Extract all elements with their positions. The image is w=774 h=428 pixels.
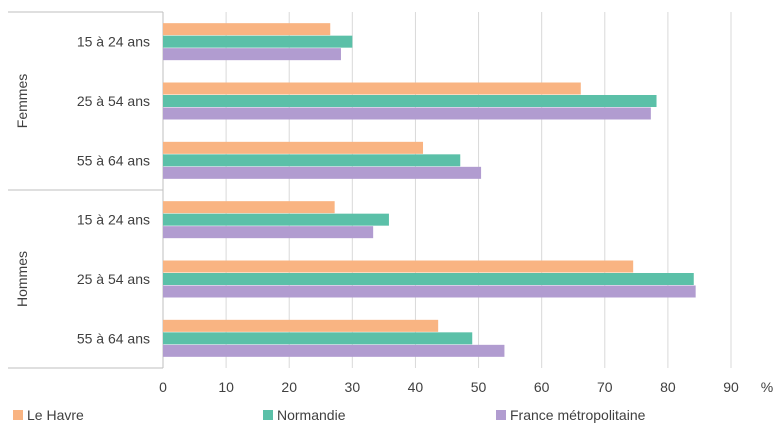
group-label-hommes: Hommes [14, 251, 30, 307]
legend-label: Le Havre [27, 407, 84, 423]
category-labels: 15 à 24 ans 25 à 54 ans 55 à 64 ans 15 à 24… [77, 34, 150, 347]
legend-item: France métropolitaine [496, 407, 645, 423]
bar-france-metropolitaine [163, 166, 482, 179]
bar-france-metropolitaine [163, 344, 505, 357]
bar-le-havre [163, 319, 439, 332]
bar-normandie [163, 213, 389, 226]
bars [163, 23, 696, 357]
category-label: 25 à 54 ans [77, 93, 150, 109]
x-tick-label: 90 [723, 379, 739, 395]
category-label: 15 à 24 ans [77, 212, 150, 228]
x-tick-label: 0 [159, 379, 167, 395]
category-label: 25 à 54 ans [77, 271, 150, 287]
category-label: 55 à 64 ans [77, 330, 150, 346]
bar-france-metropolitaine [163, 107, 651, 120]
x-tick-label: 40 [408, 379, 424, 395]
legend-item: Le Havre [13, 407, 84, 423]
bar-france-metropolitaine [163, 226, 374, 239]
bar-normandie [163, 332, 473, 345]
bar-normandie [163, 273, 694, 285]
legend-swatch [13, 410, 23, 420]
x-tick-label: 80 [660, 379, 676, 395]
x-tick-label: 20 [281, 379, 297, 395]
x-tick-label: 30 [345, 379, 361, 395]
legend-label: France métropolitaine [510, 407, 646, 423]
category-label: 55 à 64 ans [77, 152, 150, 168]
category-axis-frame [8, 11, 164, 369]
x-tick-labels: 0 10 20 30 40 50 60 70 80 90 [159, 379, 739, 395]
legend-swatch [263, 410, 273, 420]
bar-le-havre [163, 201, 335, 214]
x-tick-label: 50 [471, 379, 487, 395]
x-tick-label: 10 [218, 379, 234, 395]
bar-le-havre [163, 23, 331, 36]
legend-swatch [496, 410, 506, 420]
x-tick-label: 60 [534, 379, 550, 395]
x-unit-label: % [761, 379, 773, 395]
bar-normandie [163, 35, 353, 48]
legend-item: Normandie [263, 407, 345, 423]
bar-le-havre [163, 260, 634, 273]
bar-normandie [163, 154, 461, 167]
x-tick-label: 70 [597, 379, 613, 395]
grid-lines [162, 12, 732, 368]
bar-normandie [163, 95, 657, 107]
bar-france-metropolitaine [163, 285, 696, 298]
bar-le-havre [163, 141, 424, 154]
legend: Le Havre Normandie France métropolitaine [0, 404, 774, 428]
bar-le-havre [163, 82, 581, 95]
bar-france-metropolitaine [163, 48, 341, 61]
category-label: 15 à 24 ans [77, 34, 150, 50]
group-labels: Femmes Hommes [14, 74, 30, 307]
group-label-femmes: Femmes [14, 74, 30, 128]
legend-label: Normandie [277, 407, 346, 423]
bar-chart: 15 à 24 ans 25 à 54 ans 55 à 64 ans 15 à 24… [8, 11, 773, 395]
